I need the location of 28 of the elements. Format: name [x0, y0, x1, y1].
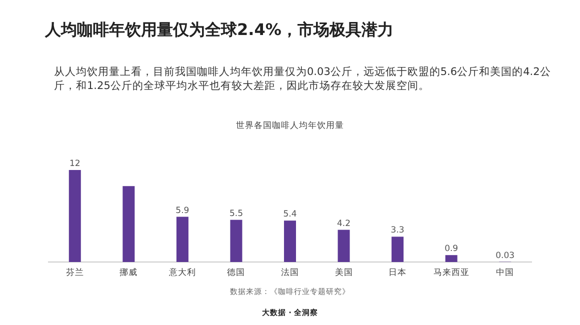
data-label: 0.03: [496, 250, 515, 261]
data-label: 3.3: [390, 226, 404, 236]
x-tick-label: 美国: [334, 267, 353, 278]
data-label: 5.5: [229, 208, 243, 219]
chart-title: 人均咖啡年饮用量仅为全球2.4%，市场极具潜力: [45, 20, 394, 41]
text: 从人均饮用量上看，目前我国咖啡人均年饮用量仅为0.03公斤，远远低于欧盟的5.6公斤和美国的4.2公斤，和1.25公斤的全球平均水平也有较大差距，因此市场存在较大发展空间。: [53, 65, 552, 93]
x-tick-label: 挪威: [120, 267, 138, 278]
x-tick-label: 马来西亚: [433, 267, 470, 278]
x-tick-label: 意大利: [168, 267, 196, 278]
chart-subtitle: 世界各国咖啡人均年饮用量: [236, 120, 344, 131]
x-tick-label: 中国: [496, 267, 514, 278]
data-label: 0.9: [444, 244, 458, 254]
x-tick-label: 芬兰: [66, 267, 84, 278]
x-tick-label: 日本: [388, 267, 407, 278]
bar: [338, 230, 350, 262]
bar: [230, 220, 242, 262]
x-tick-label: 德国: [227, 267, 246, 278]
data-label: 5.9: [176, 206, 190, 216]
bar: [68, 170, 81, 262]
bar: [392, 236, 404, 262]
x-tick-label: 法国: [281, 267, 299, 278]
bar: [122, 186, 135, 262]
data-label: 5.4: [283, 210, 297, 220]
data-label: 4.2: [337, 218, 351, 229]
bar: [176, 216, 188, 262]
bar: [445, 255, 458, 262]
data-label: 12: [69, 159, 80, 169]
bar: [284, 220, 296, 262]
